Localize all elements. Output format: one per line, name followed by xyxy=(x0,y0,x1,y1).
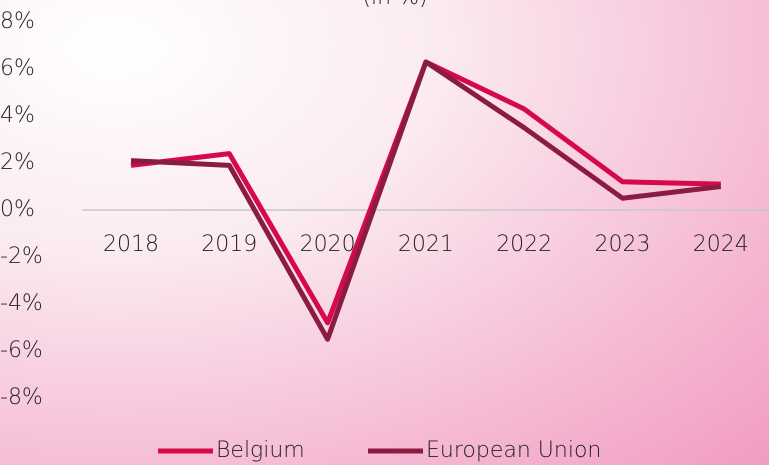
x-tick-label: 2024 xyxy=(693,232,749,257)
y-tick-label: 6% xyxy=(0,56,35,81)
y-tick-label: -4% xyxy=(0,291,43,316)
y-tick-label: -6% xyxy=(0,338,43,363)
series-line xyxy=(130,59,721,326)
x-tick-label: 2019 xyxy=(201,232,257,257)
x-tick-label: 2018 xyxy=(103,232,159,257)
x-tick-label: 2020 xyxy=(300,232,356,257)
y-tick-label: 0% xyxy=(0,197,35,222)
legend-label: European Union xyxy=(426,438,601,463)
x-tick-label: 2022 xyxy=(496,232,552,257)
x-tick-label: 2023 xyxy=(595,232,651,257)
y-tick-label: 8% xyxy=(0,9,35,34)
y-tick-label: 2% xyxy=(0,150,35,175)
y-tick-label: 4% xyxy=(0,103,35,128)
series-line xyxy=(130,59,722,342)
legend-label: Belgium xyxy=(216,438,305,463)
y-tick-label: -2% xyxy=(0,244,43,269)
y-tick-label: -8% xyxy=(0,385,43,410)
x-tick-label: 2021 xyxy=(398,232,454,257)
chart-subtitle: (in %) xyxy=(362,0,427,10)
